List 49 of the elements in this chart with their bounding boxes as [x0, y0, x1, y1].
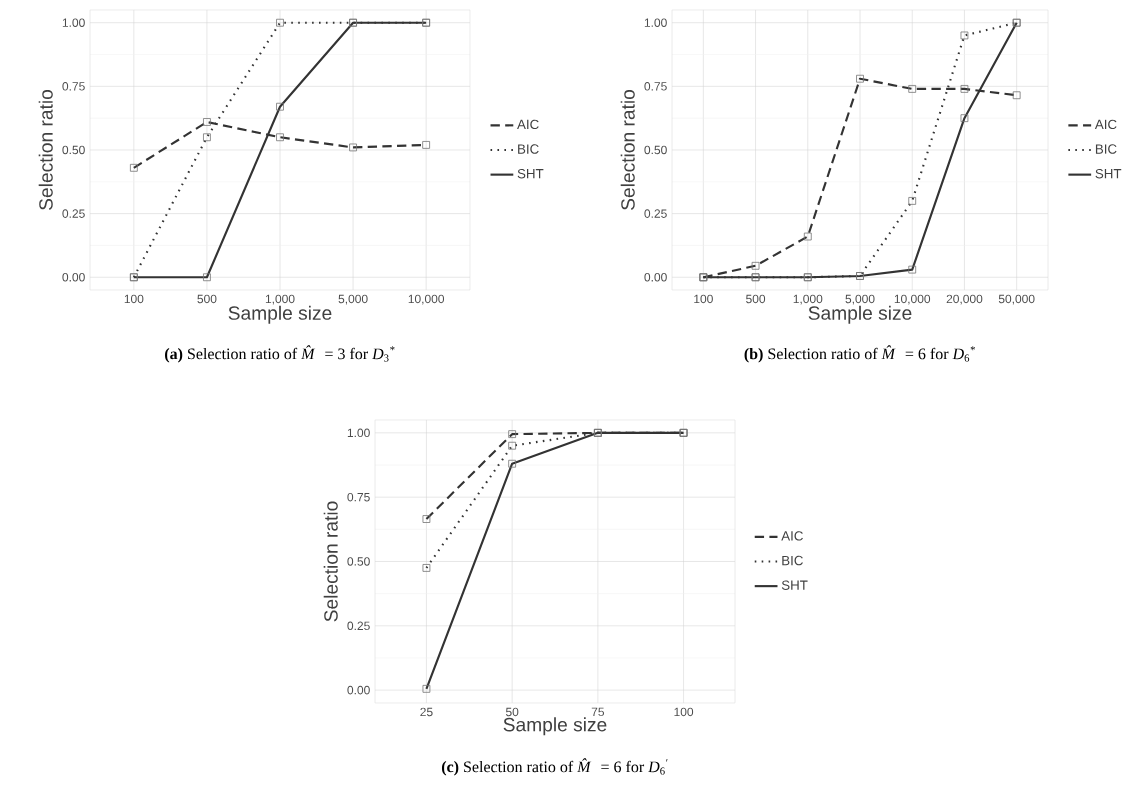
legend-label: BIC	[782, 555, 803, 566]
legend-label: AIC	[781, 531, 803, 541]
y-tick-label: 0.75	[347, 492, 370, 502]
text: (c) Selection ratio of M̂ = 6 for D$_{6}$′	[441, 758, 668, 776]
x-tick-label: 25	[420, 707, 433, 717]
x-tick-label: 500	[746, 294, 766, 304]
x-tick-label: 5,000	[845, 294, 875, 305]
x-tick-label: 100	[124, 294, 144, 304]
x-tick-label: 10,000	[408, 294, 445, 305]
text: (a) Selection ratio of M̂ = 3 for D$_{3}$*	[165, 345, 395, 363]
y-tick-label: 0.00	[644, 273, 667, 282]
x-axis-title: Sample size	[228, 305, 332, 324]
x-tick-label: 500	[197, 294, 217, 304]
y-tick-label: 1.00	[644, 18, 667, 27]
y-axis-title: Selection ratio	[620, 89, 635, 210]
y-tick-label: 1.00	[347, 428, 370, 438]
x-tick-label: 5,000	[338, 294, 368, 305]
legend-label: BIC	[518, 144, 539, 154]
x-axis-title: Sample size	[808, 305, 912, 324]
y-tick-label: 0.75	[62, 82, 85, 91]
y-tick-label: 0.50	[644, 145, 667, 155]
y-tick-label: 0.25	[347, 621, 370, 631]
legend-label: SHT	[781, 580, 808, 590]
x-tick-label: 75	[591, 707, 605, 717]
text: (b) Selection ratio of M̂ = 6 for D$_{6}$*	[744, 345, 975, 363]
y-axis-title: Selection ratio	[323, 501, 338, 622]
legend-label: SHT	[1095, 168, 1122, 179]
x-tick-label: 20,000	[946, 294, 983, 305]
x-axis-title: Sample size	[503, 717, 607, 736]
legend-label: BIC	[1095, 144, 1117, 154]
x-tick-label: 100	[694, 294, 713, 304]
y-tick-label: 1.00	[62, 18, 85, 27]
y-tick-label: 0.00	[347, 685, 370, 695]
x-tick-label: 10,000	[894, 294, 931, 305]
legend-label: SHT	[517, 168, 544, 179]
x-tick-label: 1,000	[265, 294, 295, 305]
y-tick-label: 0.50	[62, 145, 85, 155]
y-tick-label: 0.50	[347, 557, 370, 566]
y-tick-label: 0.25	[644, 209, 667, 218]
x-tick-label: 100	[674, 707, 694, 717]
y-tick-label: 0.75	[644, 82, 667, 91]
y-tick-label: 0.25	[62, 209, 85, 218]
x-tick-label: 50	[505, 707, 519, 717]
x-tick-label: 1,000	[793, 294, 823, 305]
legend-label: AIC	[1094, 119, 1117, 130]
x-tick-label: 50,000	[998, 294, 1035, 305]
y-axis-title: Selection ratio	[38, 89, 53, 210]
legend-label: AIC	[517, 119, 539, 130]
y-tick-label: 0.00	[62, 273, 85, 282]
